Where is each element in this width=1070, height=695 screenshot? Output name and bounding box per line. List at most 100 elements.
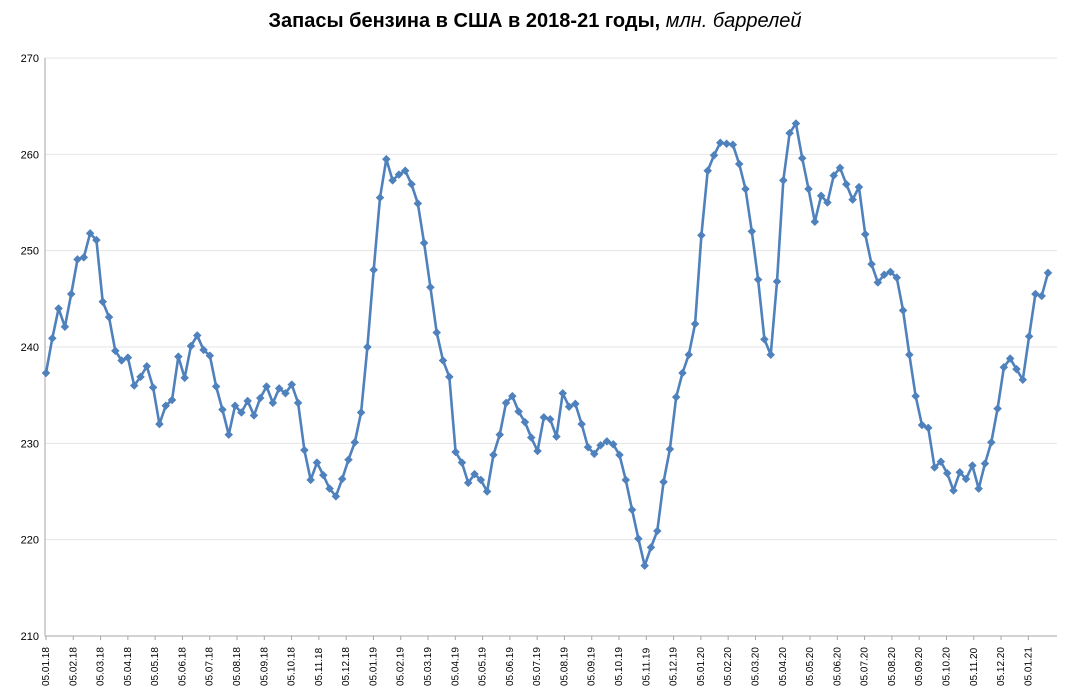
data-point [810,217,820,227]
x-tick-label: 05.06.20 [832,647,843,686]
y-tick-label: 270 [21,53,39,65]
data-point [526,433,536,442]
data-point [665,444,675,454]
data-point [413,199,423,208]
x-tick-label: 05.02.18 [68,647,79,686]
data-point [898,306,908,315]
data-point [394,170,404,179]
data-point [173,352,183,361]
data-point [312,458,322,467]
data-point [337,474,347,484]
data-point [444,372,454,382]
data-point [129,381,139,390]
data-point [860,229,870,239]
data-point [905,350,914,360]
data-point [243,396,253,406]
data-point [589,449,599,459]
data-point [797,153,807,163]
x-tick-label: 05.11.20 [969,647,980,686]
data-point [741,184,750,194]
data-point [867,259,876,269]
data-point [753,275,763,284]
data-point [186,341,196,351]
data-point [205,351,215,361]
data-point [942,468,952,478]
data-point [85,228,95,238]
data-point [438,356,448,365]
data-point [47,333,57,343]
x-tick-label: 05.10.18 [287,647,298,686]
data-point [60,322,70,332]
x-tick-label: 05.02.20 [723,647,734,686]
data-point [451,447,460,457]
data-point [1024,332,1034,341]
data-point [407,179,416,189]
data-point [778,175,788,185]
data-point [344,455,353,465]
x-tick-label: 05.05.20 [805,647,816,686]
data-point [54,304,63,313]
y-tick-label: 250 [21,246,39,258]
x-tick-label: 05.09.18 [259,647,270,686]
data-point [92,235,101,245]
data-point [533,446,542,456]
data-point [804,184,813,194]
data-point [281,388,290,398]
x-tick-label: 05.04.18 [123,647,134,686]
x-tick-label: 05.01.19 [368,647,379,686]
data-point [993,404,1002,414]
data-point [255,393,265,403]
x-tick-label: 05.07.20 [860,647,871,686]
data-point [823,198,832,207]
data-point [306,475,316,485]
data-point [571,399,580,409]
x-tick-label: 05.05.18 [150,647,161,686]
data-point [539,412,549,422]
x-tick-label: 05.05.19 [478,647,489,686]
x-tick-label: 05.04.19 [450,647,461,686]
chart-title-unit: млн. баррелей [665,10,802,32]
data-point [659,477,668,487]
data-point [785,128,794,138]
data-point [369,265,379,275]
data-point [596,440,605,450]
x-tick-label: 05.03.20 [750,647,761,686]
data-point [715,138,725,148]
data-point [463,478,473,488]
x-tick-label: 05.06.18 [177,647,188,686]
data-point [886,267,895,277]
data-point [930,463,939,472]
data-point [520,417,530,427]
data-point [678,368,687,378]
data-point [514,407,523,416]
data-point [148,383,158,392]
data-point [760,334,769,344]
x-tick-label: 05.11.18 [314,647,325,686]
data-point [690,319,700,329]
data-point [791,119,801,128]
data-point [999,362,1009,372]
data-point [388,175,397,185]
data-point [545,414,555,424]
data-point [816,191,826,201]
data-point [854,182,864,192]
x-tick-label: 05.10.20 [941,647,952,686]
y-tick-label: 260 [21,149,39,161]
data-point [363,342,372,352]
x-tick-label: 05.07.18 [205,647,216,686]
data-point [331,491,341,501]
data-point [268,398,278,408]
axes [44,58,1057,637]
data-point [1043,268,1053,278]
data-point [848,195,857,204]
data-point [350,438,360,447]
data-point [709,150,719,160]
data-point [1018,375,1028,385]
data-point [457,458,467,467]
data-point [671,392,681,402]
data-point [1031,289,1040,299]
x-tick-label: 05.01.18 [41,647,52,686]
data-point [974,484,984,493]
x-tick-label: 05.02.19 [396,647,407,686]
